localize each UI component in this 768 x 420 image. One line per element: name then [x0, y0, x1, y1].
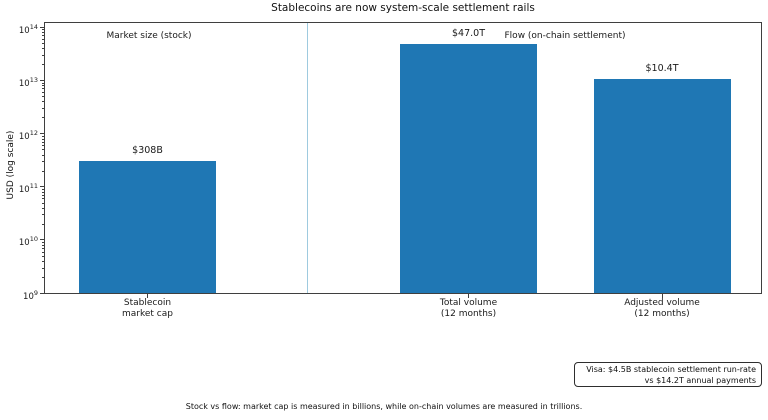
y-minor-tick — [42, 141, 44, 143]
y-minor-tick — [42, 82, 44, 84]
y-minor-tick — [42, 32, 44, 34]
visa-annotation-line2: vs $14.2T annual payments — [644, 376, 756, 385]
y-minor-tick — [42, 48, 44, 50]
y-minor-tick — [42, 244, 44, 246]
x-tick-label: Stablecoin market cap — [122, 298, 173, 319]
y-minor-tick — [42, 161, 44, 163]
bar-value-label-0: $308B — [132, 144, 163, 156]
y-minor-tick — [42, 108, 44, 110]
plot-area — [44, 22, 762, 294]
y-minor-tick — [42, 64, 44, 66]
y-minor-tick — [42, 170, 44, 172]
y-minor-tick — [42, 101, 44, 103]
y-minor-tick — [42, 138, 44, 140]
x-tick — [147, 294, 148, 298]
panel-label-1: Flow (on-chain settlement) — [504, 31, 626, 41]
y-minor-tick — [42, 189, 44, 191]
y-tick — [40, 239, 44, 241]
bar-0 — [79, 160, 216, 294]
chart-title: Stablecoins are now system-scale settlem… — [271, 2, 535, 14]
y-minor-tick — [42, 260, 44, 262]
visa-annotation-line1: Visa: $4.5B stablecoin settlement run-ra… — [586, 365, 756, 374]
y-minor-tick — [42, 267, 44, 269]
y-tick-label: 1010 — [18, 235, 38, 249]
y-tick — [40, 186, 44, 188]
y-minor-tick — [42, 35, 44, 37]
x-tick-label: Adjusted volume (12 months) — [624, 298, 700, 319]
y-minor-tick — [42, 242, 44, 244]
y-tick — [40, 292, 44, 294]
bar-value-label-2: $10.4T — [645, 63, 679, 75]
x-tick-label-line: (12 months) — [634, 308, 690, 319]
x-tick-label-line: Stablecoin — [123, 298, 172, 308]
y-minor-tick — [42, 214, 44, 216]
panel-label-0: Market size (stock) — [106, 31, 192, 41]
y-tick-label: 1013 — [18, 75, 38, 89]
y-minor-tick — [42, 145, 44, 147]
y-minor-tick — [42, 96, 44, 98]
panel-divider-line — [306, 23, 308, 293]
bar-1 — [400, 44, 537, 294]
y-tick-label: 1014 — [18, 22, 38, 36]
y-minor-tick — [42, 85, 44, 87]
y-minor-tick — [42, 88, 44, 90]
y-tick-label: 1011 — [18, 182, 38, 195]
bar-2 — [593, 79, 731, 294]
bar-value-label-1: $47.0T — [452, 28, 485, 40]
y-minor-tick — [42, 251, 44, 253]
y-tick-label: 109 — [23, 288, 38, 302]
y-minor-tick — [42, 194, 44, 196]
y-minor-tick — [42, 117, 44, 119]
y-tick — [40, 132, 44, 134]
y-tick-label: 1012 — [18, 128, 38, 142]
x-tick-label: Total volume (12 months) — [440, 298, 497, 319]
y-minor-tick — [42, 149, 44, 151]
y-minor-tick — [42, 54, 44, 56]
y-minor-tick — [42, 154, 44, 156]
y-minor-tick — [42, 248, 44, 250]
y-minor-tick — [42, 43, 44, 44]
x-tick — [468, 294, 469, 298]
x-tick-label-line: market cap — [122, 308, 173, 319]
y-minor-tick — [42, 38, 44, 40]
y-minor-tick — [42, 276, 44, 278]
x-tick — [661, 294, 663, 298]
y-minor-tick — [42, 223, 44, 225]
x-tick-label-line: Total volume — [439, 298, 498, 308]
y-minor-tick — [42, 207, 44, 209]
y-minor-tick — [42, 198, 44, 200]
y-minor-tick — [42, 92, 44, 93]
y-minor-tick — [42, 135, 44, 137]
y-tick — [40, 79, 44, 81]
visa-annotation-box: Visa: $4.5B stablecoin settlement run-ra… — [574, 362, 762, 387]
x-tick-label-line: Adjusted volume — [624, 298, 700, 308]
y-minor-tick — [42, 202, 44, 204]
x-tick-label-line: (12 months) — [440, 308, 497, 319]
footnote: Stock vs flow: market cap is measured in… — [185, 402, 583, 411]
y-minor-tick — [42, 255, 44, 257]
y-minor-tick — [42, 191, 44, 193]
y-tick — [40, 26, 44, 28]
y-minor-tick — [42, 29, 44, 31]
